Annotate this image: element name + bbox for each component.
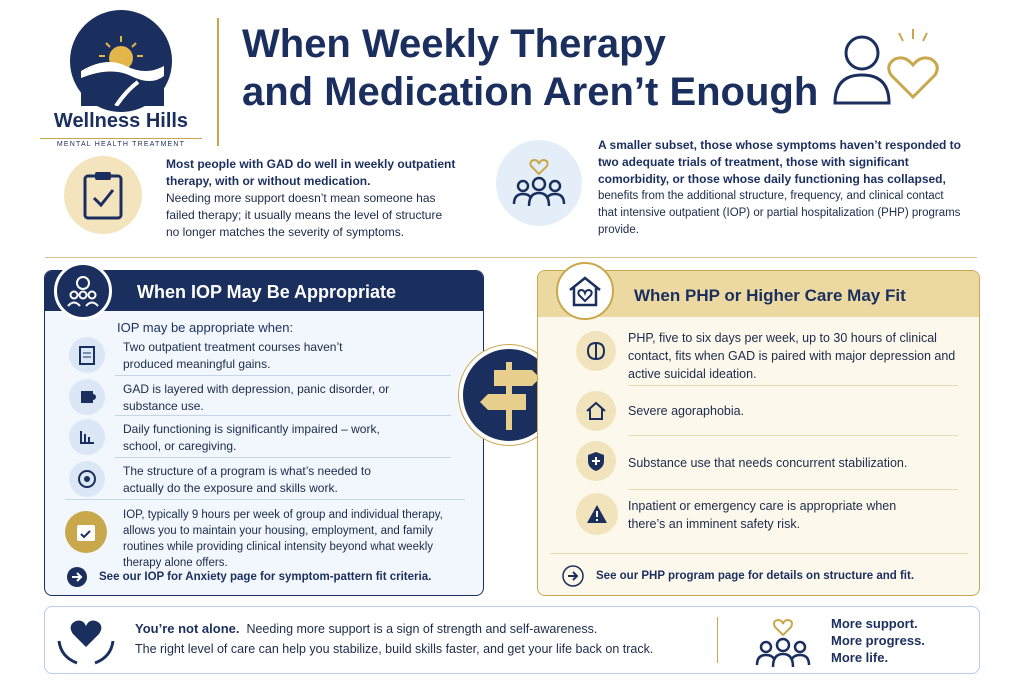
php-link[interactable]: See our PHP program page for details on … xyxy=(562,565,914,587)
php-panel: When PHP or Higher Care May Fit PHP, fiv… xyxy=(537,270,980,596)
footer-text: You’re not alone. Needing more support i… xyxy=(135,619,725,659)
intro-text: Needing more support doesn’t mean someon… xyxy=(166,191,443,239)
header-icon xyxy=(833,29,939,105)
intro-left: Most people with GAD do well in weekly o… xyxy=(166,156,456,241)
intro-text: benefits from the additional structure, … xyxy=(598,190,961,236)
logo-name: Wellness Hills xyxy=(53,110,189,132)
title-line: When Weekly Therapy xyxy=(242,22,666,66)
iop-lead: IOP may be appropriate when: xyxy=(117,320,294,335)
title: When Weekly Therapy and Medication Aren’… xyxy=(242,20,818,116)
separator xyxy=(115,457,451,458)
separator xyxy=(628,489,958,490)
link-text[interactable]: See our PHP program page for details on … xyxy=(596,570,915,582)
item-icon xyxy=(69,379,105,415)
item-icon xyxy=(576,441,616,481)
item-icon xyxy=(69,461,105,497)
calendar-icon xyxy=(65,511,107,553)
intro-icon xyxy=(496,140,582,226)
item-icon xyxy=(576,493,618,535)
divider xyxy=(217,18,219,146)
clipboard-icon xyxy=(83,172,123,220)
item-text: PHP, five to six days per week, up to 30… xyxy=(628,331,956,381)
tagline: More life. xyxy=(831,650,889,665)
iop-link[interactable]: See our IOP for Anxiety page for symptom… xyxy=(67,567,431,587)
item-text: The structure of a program is what’s nee… xyxy=(123,464,371,495)
taglines: More support. More progress. More life. xyxy=(831,615,925,666)
separator xyxy=(628,385,958,386)
footer-line: The right level of care can help you sta… xyxy=(135,642,654,656)
intro-bold: A smaller subset, those whose symptoms h… xyxy=(598,138,961,186)
footer: You’re not alone. Needing more support i… xyxy=(44,606,980,674)
item-icon xyxy=(576,331,616,371)
divider xyxy=(45,257,977,258)
group-icon xyxy=(512,158,566,207)
item-text: Two outpatient treatment courses haven’t… xyxy=(123,340,343,371)
divider xyxy=(717,617,718,663)
item-text: Substance use that needs concurrent stab… xyxy=(628,456,908,470)
item-text: Daily functioning is significantly impai… xyxy=(123,422,380,453)
separator xyxy=(628,435,958,436)
iop-summary: IOP, typically 9 hours per week of group… xyxy=(123,509,443,569)
logo-mark xyxy=(70,10,172,112)
heart-hands-icon xyxy=(57,620,115,665)
link-text[interactable]: See our IOP for Anxiety page for symptom… xyxy=(99,571,432,583)
intro-bold: Most people with GAD do well in weekly o… xyxy=(166,157,456,188)
footer-line: Needing more support is a sign of streng… xyxy=(246,622,598,636)
intro-icon xyxy=(64,156,142,234)
intro-right: A smaller subset, those whose symptoms h… xyxy=(598,137,963,239)
iop-panel: When IOP May Be Appropriate IOP may be a… xyxy=(44,270,484,596)
php-icon xyxy=(556,262,614,320)
separator xyxy=(115,415,451,416)
iop-icon xyxy=(54,262,112,320)
logo-art xyxy=(81,36,164,106)
item-icon xyxy=(69,337,105,373)
item-text: GAD is layered with depression, panic di… xyxy=(123,382,390,413)
footer-bold: You’re not alone. xyxy=(135,621,240,636)
item-icon xyxy=(576,391,616,431)
title-line: and Medication Aren’t Enough xyxy=(242,70,819,114)
item-text: Inpatient or emergency care is appropria… xyxy=(628,499,897,531)
item-icon xyxy=(69,419,105,455)
item-text: Severe agoraphobia. xyxy=(628,404,745,418)
iop-title: When IOP May Be Appropriate xyxy=(45,271,483,311)
separator xyxy=(550,553,968,554)
tagline: More support. xyxy=(831,616,918,631)
separator xyxy=(65,499,465,500)
tagline: More progress. xyxy=(831,633,925,648)
logo-tagline: MENTAL HEALTH TREATMENT xyxy=(40,138,202,148)
separator xyxy=(115,375,451,376)
group-icon xyxy=(755,618,811,668)
